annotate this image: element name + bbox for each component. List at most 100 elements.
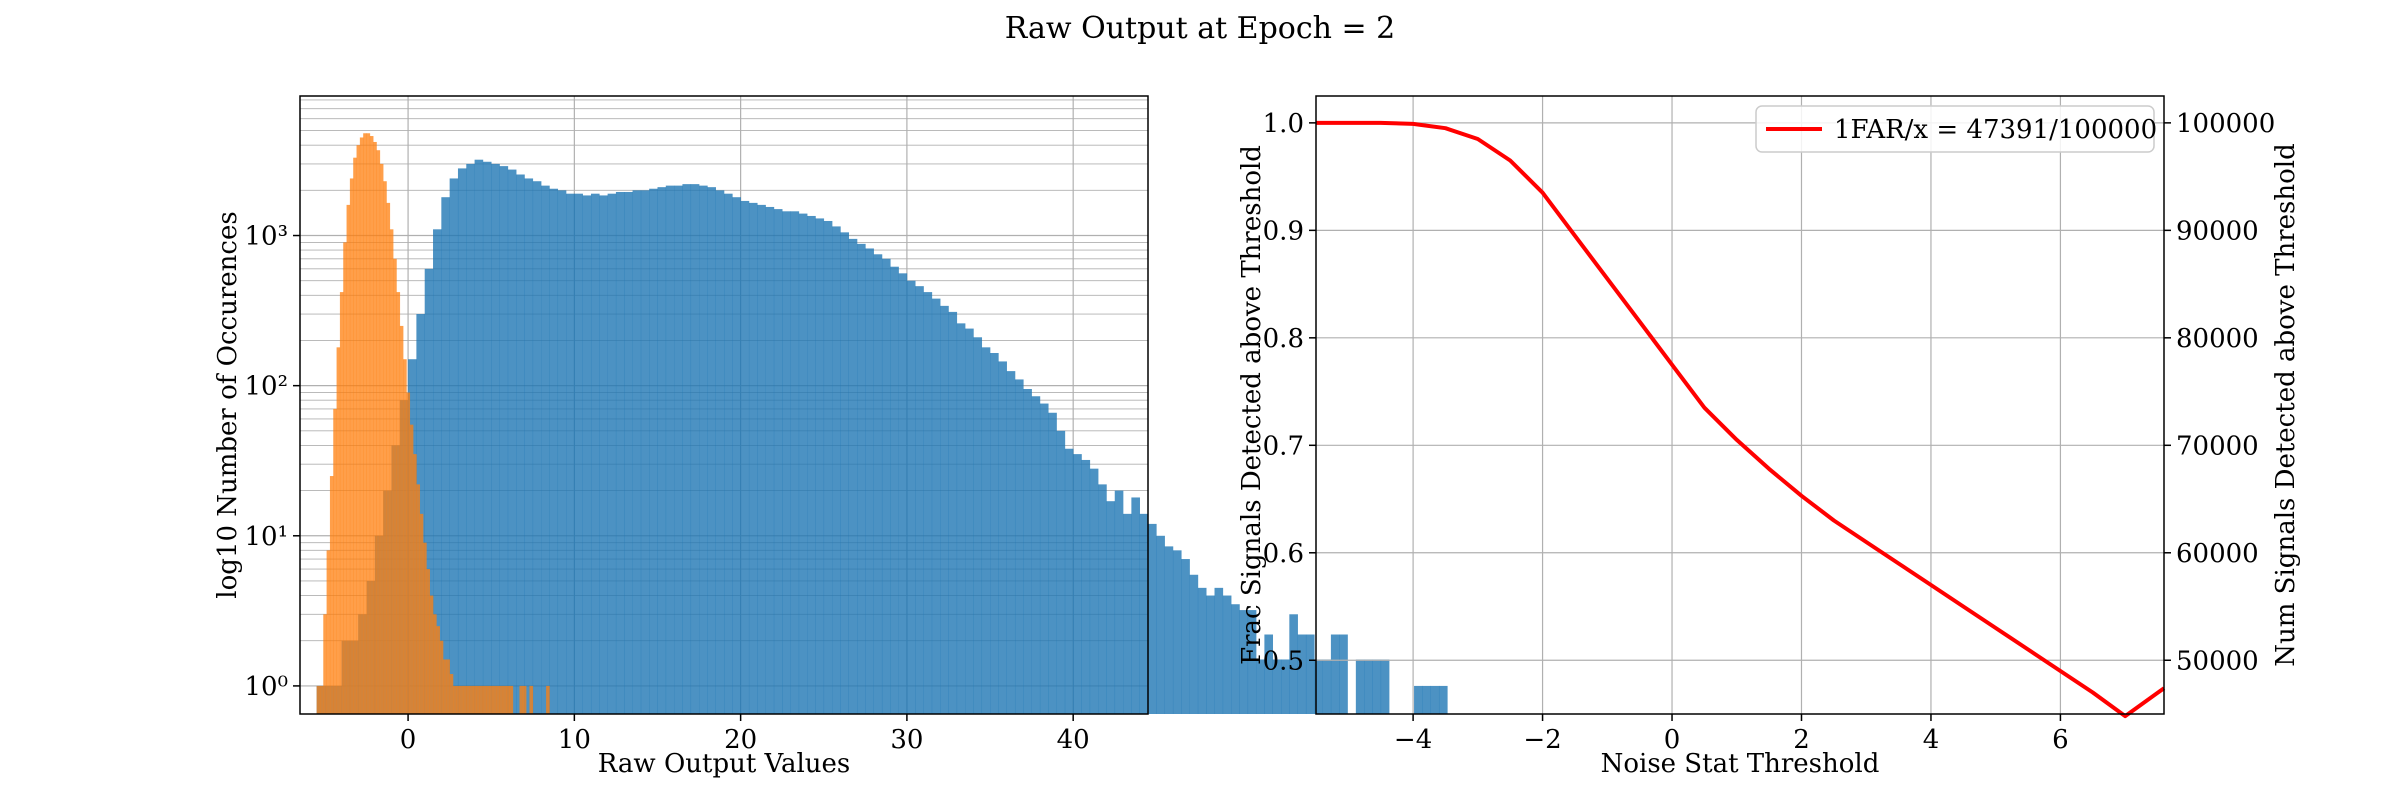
histogram-bar: [1014, 379, 1024, 714]
x-tick-label: 6: [2052, 725, 2069, 755]
histogram-bar: [857, 243, 866, 714]
histogram-bar: [516, 174, 525, 714]
histogram-x-ticks: 0 10 20 30 40: [400, 714, 1090, 755]
histogram-bar: [466, 685, 470, 714]
histogram-bar: [502, 685, 507, 714]
y-tick-label: 0.5: [1263, 646, 1304, 676]
x-tick-label: 2: [1793, 725, 1810, 755]
right-y-tick-label: 70000: [2176, 431, 2259, 461]
histogram-bar: [474, 159, 484, 715]
histogram-bar: [1222, 595, 1232, 714]
histogram-bar: [1056, 430, 1066, 714]
histogram-bar: [1364, 659, 1373, 714]
histogram-bar: [522, 685, 527, 714]
histogram-bar: [557, 190, 567, 714]
figure-title: Raw Output at Epoch = 2: [1005, 11, 1396, 46]
histogram-bar: [990, 353, 999, 714]
histogram-bar: [832, 226, 841, 715]
histogram-bar: [1247, 610, 1257, 714]
histogram-bar: [491, 163, 500, 715]
histogram-bar: [823, 220, 833, 714]
histogram-bar: [740, 200, 750, 714]
histogram-bar: [707, 187, 716, 715]
histogram-x-label: Raw Output Values: [598, 749, 850, 779]
histogram-bar: [1023, 389, 1032, 714]
histogram-bar: [489, 685, 494, 714]
histogram-bar: [441, 197, 450, 714]
histogram-bar: [429, 595, 434, 714]
histogram-bar: [649, 188, 658, 715]
histogram-bar: [1414, 685, 1423, 714]
histogram-bar: [1148, 523, 1157, 714]
histogram-bar: [1355, 659, 1365, 714]
histogram-bar: [1305, 634, 1315, 714]
histogram-bar: [881, 258, 891, 714]
histogram-bar: [773, 209, 783, 714]
histogram-bar: [665, 185, 675, 715]
histogram-bar: [1156, 535, 1165, 714]
histogram-bar: [433, 614, 437, 714]
legend-label: 1FAR/x = 47391/100000: [1834, 115, 2157, 145]
histogram-bar: [482, 161, 492, 715]
histogram-bar: [333, 408, 337, 714]
right-y-tick-label: 60000: [2176, 539, 2259, 569]
histogram-bar: [506, 685, 510, 714]
histogram-bar: [486, 685, 490, 714]
histogram-bar: [1289, 614, 1298, 714]
histogram-bar: [1131, 497, 1140, 714]
histogram-bar: [532, 181, 542, 714]
histogram-bar: [343, 242, 347, 714]
histogram-bar: [524, 178, 534, 715]
histogram-bar: [1181, 559, 1190, 714]
y-tick-label: 0.8: [1263, 324, 1304, 354]
histogram-bar: [657, 187, 667, 715]
histogram-y-ticks: 10⁰ 10¹ 10² 10³: [244, 222, 300, 702]
histogram-bar: [472, 685, 477, 714]
right-y-tick-label: 90000: [2176, 216, 2259, 246]
histogram-bar: [369, 136, 374, 715]
y-tick-label: 10⁰: [244, 672, 288, 702]
histogram-bar: [615, 191, 625, 714]
y-tick-label: 1.0: [1263, 109, 1304, 139]
histogram-bar: [931, 298, 941, 714]
detection-x-ticks: −4 −2 0 2 4 6: [1394, 714, 2069, 755]
x-tick-label: 10: [558, 725, 591, 755]
histogram-bar: [449, 178, 459, 715]
histogram-bar: [452, 685, 457, 714]
histogram-frame: [299, 95, 1149, 715]
histogram-bar: [1339, 634, 1348, 714]
histogram-bar: [426, 569, 430, 714]
detection-y-label: Frac Signals Detected above Threshold: [1237, 145, 1267, 665]
histogram-bar: [423, 542, 427, 714]
histogram-bar: [376, 150, 381, 714]
histogram-bar: [326, 550, 331, 714]
histogram-bar: [1081, 459, 1091, 714]
histogram-bar: [840, 232, 850, 714]
legend-box: [1755, 105, 2155, 153]
x-tick-label: 0: [400, 725, 417, 755]
histogram-bar: [973, 337, 983, 714]
histogram-y-label: log10 Number of Occurences: [213, 211, 243, 598]
histogram-bar: [865, 248, 874, 714]
histogram-bar: [674, 185, 683, 715]
histogram-bar: [519, 685, 524, 714]
histogram-bar: [456, 685, 460, 714]
histogram-bar: [1189, 574, 1199, 714]
detection-frame: [1315, 95, 2165, 715]
x-tick-label: 20: [724, 725, 757, 755]
histogram-bar: [1039, 403, 1049, 714]
histogram-bar: [329, 476, 334, 714]
histogram-bar: [356, 145, 361, 715]
histogram-bar: [366, 133, 371, 715]
histogram-bar: [890, 266, 899, 714]
histogram-bar: [479, 685, 484, 714]
legend: 1FAR/x = 47391/100000: [1755, 105, 2157, 153]
histogram-bar: [383, 181, 387, 714]
histogram-bar: [549, 188, 559, 715]
histogram-bar: [948, 311, 958, 714]
histogram-bar: [529, 685, 534, 714]
histogram-bar: [798, 213, 808, 714]
histogram-bar: [1048, 412, 1057, 714]
histogram-bar: [323, 614, 327, 714]
histogram-bar: [1239, 610, 1249, 714]
